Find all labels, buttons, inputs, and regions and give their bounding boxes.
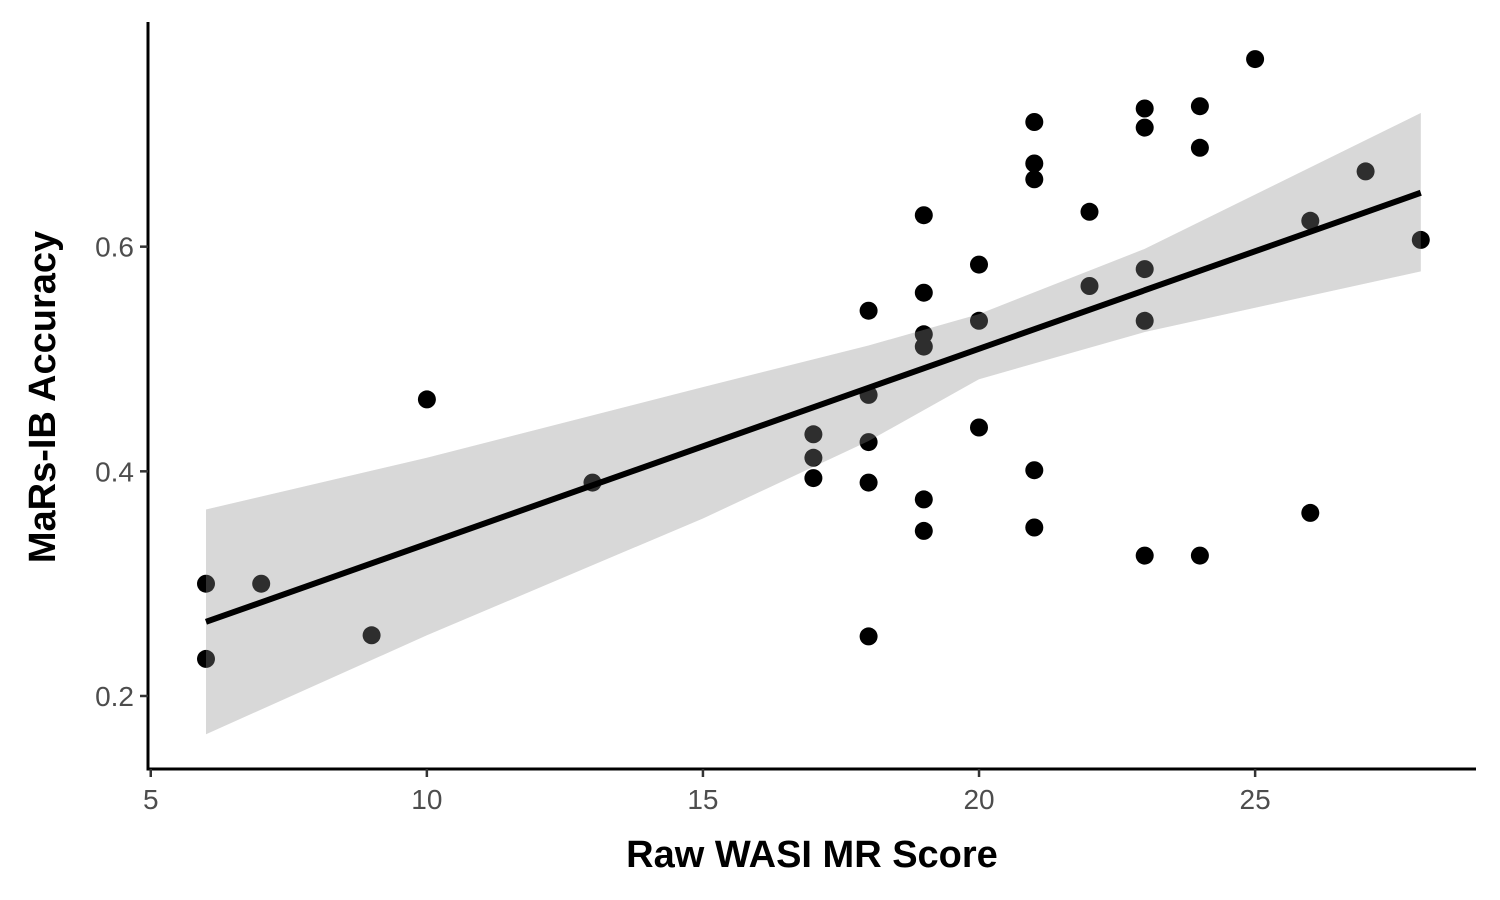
confidence-band <box>206 113 1421 735</box>
data-point-7 <box>804 448 823 467</box>
fit-line-layer <box>204 113 1422 735</box>
fit-line <box>204 189 1422 625</box>
data-point-33 <box>1135 311 1154 330</box>
data-point-8 <box>804 469 823 488</box>
data-point-37 <box>1190 546 1209 565</box>
data-point-31 <box>1135 118 1154 137</box>
x-tick-label-2: 15 <box>687 784 718 815</box>
x-tick-label-0: 5 <box>143 784 159 815</box>
data-point-24 <box>1025 154 1044 173</box>
data-point-12 <box>859 473 878 492</box>
data-point-18 <box>914 490 933 509</box>
x-tick-label-1: 10 <box>411 784 442 815</box>
data-point-23 <box>1025 113 1044 131</box>
data-point-13 <box>859 627 878 646</box>
confidence-band-layer <box>206 113 1421 735</box>
data-point-21 <box>970 311 988 330</box>
data-point-14 <box>914 206 933 225</box>
confidence-band-overlay <box>206 113 1421 735</box>
data-point-6 <box>804 425 823 444</box>
data-point-26 <box>1025 461 1044 480</box>
data-point-19 <box>914 521 933 540</box>
data-point-15 <box>914 283 933 302</box>
data-point-0 <box>197 574 215 593</box>
x-tick-label-3: 20 <box>963 784 994 815</box>
data-point-41 <box>1356 162 1375 181</box>
data-point-22 <box>970 418 988 437</box>
data-point-35 <box>1190 97 1209 116</box>
data-point-17 <box>914 337 933 356</box>
data-point-1 <box>197 649 215 668</box>
ticks-layer: 5 10 15 20 25 0.2 0.4 0.6 <box>95 232 1271 815</box>
data-point-39 <box>1301 211 1320 230</box>
data-point-25 <box>1025 170 1044 189</box>
data-point-28 <box>1080 202 1099 221</box>
x-tick-label-4: 25 <box>1240 784 1271 815</box>
y-axis-title: MaRs-IB Accuracy <box>22 231 64 563</box>
data-point-16 <box>914 325 933 344</box>
y-tick-label-0: 0.2 <box>95 681 134 712</box>
data-point-27 <box>1025 518 1044 537</box>
data-point-4 <box>417 390 436 409</box>
data-point-20 <box>970 255 988 274</box>
data-point-2 <box>252 574 271 593</box>
data-point-36 <box>1190 138 1209 157</box>
data-point-11 <box>859 433 878 452</box>
data-point-3 <box>362 626 381 645</box>
data-points-layer <box>197 50 1430 668</box>
data-point-40 <box>1301 503 1320 522</box>
y-tick-label-1: 0.4 <box>95 456 134 487</box>
data-point-30 <box>1135 99 1154 118</box>
x-axis-title: Raw WASI MR Score <box>626 834 998 876</box>
data-point-42 <box>1411 230 1430 249</box>
data-point-9 <box>859 301 878 320</box>
data-point-38 <box>1246 50 1265 69</box>
data-point-34 <box>1135 546 1154 565</box>
y-tick-label-2: 0.6 <box>95 232 134 263</box>
data-point-32 <box>1135 260 1154 279</box>
data-point-29 <box>1080 277 1099 295</box>
